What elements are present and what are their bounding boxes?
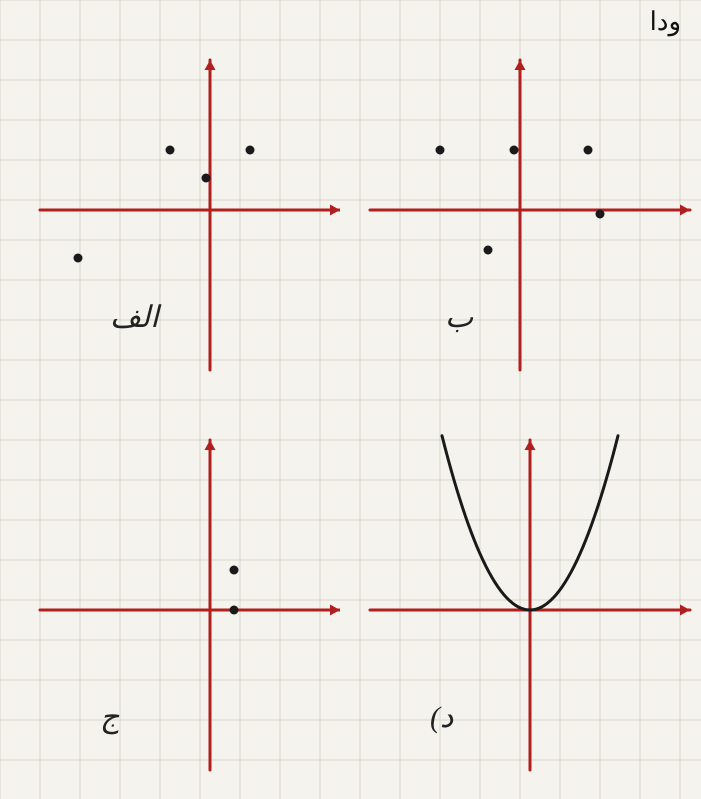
page: ودا الف ب ج د) bbox=[0, 0, 701, 799]
panel-alef bbox=[20, 40, 340, 380]
panel-dal-svg bbox=[360, 420, 700, 780]
panel-alef-label: الف bbox=[110, 300, 159, 335]
panel-dal-label: د) bbox=[430, 700, 453, 735]
panel-be-label: ب bbox=[445, 300, 473, 335]
panel-jim bbox=[20, 420, 340, 780]
panel-jim-svg bbox=[20, 420, 340, 780]
panel-dal bbox=[360, 420, 700, 780]
panel-alef-svg bbox=[20, 40, 340, 380]
panel-be bbox=[360, 40, 700, 380]
panel-jim-label: ج bbox=[100, 700, 119, 735]
panel-be-svg bbox=[360, 40, 700, 380]
top-text-fragment: ودا bbox=[650, 6, 681, 37]
